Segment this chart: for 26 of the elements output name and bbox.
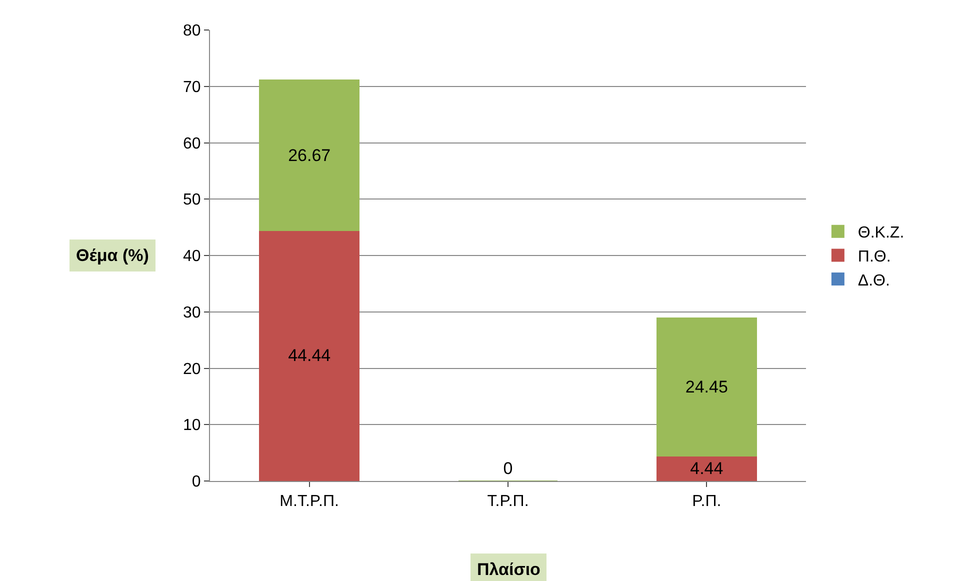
y-tick-label: 50 [183, 192, 201, 209]
data-label: 0 [503, 459, 513, 478]
x-axis-title: Πλαίσιο [477, 560, 540, 579]
bar [656, 455, 757, 481]
bar [259, 80, 360, 231]
y-tick-label: 20 [183, 360, 201, 378]
y-tick-label: 0 [192, 474, 201, 491]
data-label: 26.67 [288, 146, 331, 165]
data-label: 24.45 [685, 378, 728, 397]
y-tick-label: 60 [183, 135, 201, 152]
data-label: 44.44 [288, 346, 331, 366]
legend-label: Δ.Θ. [858, 272, 890, 290]
x-tick-label: Ρ.Π. [692, 493, 722, 510]
y-tick-label: 30 [183, 304, 201, 322]
x-tick-label: Τ.Ρ.Π. [487, 493, 529, 510]
y-tick-label: 40 [183, 248, 201, 266]
y-tick-label: 70 [183, 78, 201, 96]
bar [656, 318, 757, 456]
legend-label: Π.Θ. [858, 248, 891, 266]
y-tick-label: 80 [183, 22, 201, 40]
y-tick-label: 10 [183, 417, 201, 434]
x-tick-label: Μ.Τ.Ρ.Π. [280, 493, 339, 510]
data-label: 4.44 [690, 458, 724, 478]
y-axis-title: Θέμα (%) [76, 246, 149, 265]
legend-label: Θ.Κ.Ζ. [858, 224, 904, 242]
bar [259, 230, 360, 481]
